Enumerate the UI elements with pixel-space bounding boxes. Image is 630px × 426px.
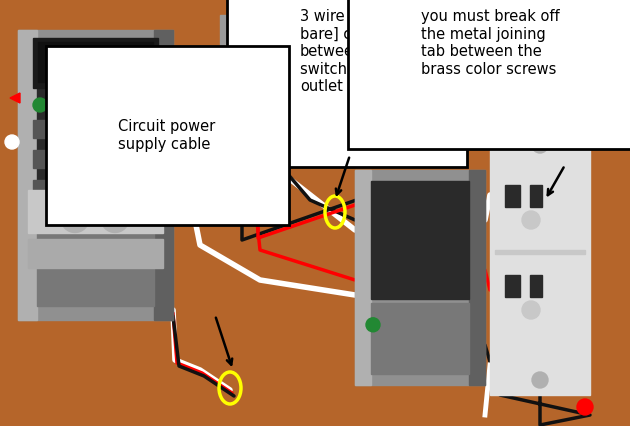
Bar (234, 70, 266, 125)
Bar (18, 30, 37, 320)
Circle shape (522, 301, 540, 319)
Circle shape (241, 186, 259, 204)
Circle shape (101, 204, 129, 233)
Bar (37, 44, 154, 204)
Circle shape (245, 190, 255, 200)
Bar (505, 185, 520, 207)
Bar (37, 210, 154, 305)
Bar (220, 15, 280, 210)
Bar (38, 42, 153, 82)
Circle shape (532, 137, 548, 153)
Circle shape (522, 211, 540, 229)
Bar (33, 150, 158, 168)
Text: you must break off
the metal joining
tab between the
brass color screws: you must break off the metal joining tab… (421, 9, 559, 77)
Text: Circuit power
supply cable: Circuit power supply cable (118, 119, 215, 152)
Bar (469, 170, 485, 385)
Bar (33, 38, 158, 88)
Bar (355, 170, 370, 385)
Bar (370, 181, 469, 299)
Bar (28, 190, 163, 233)
Circle shape (245, 25, 255, 35)
Text: ON: ON (244, 92, 256, 98)
Bar (225, 45, 275, 180)
Bar (154, 30, 173, 320)
Bar (505, 275, 520, 297)
Circle shape (241, 21, 259, 39)
Bar (370, 303, 469, 374)
Bar (530, 185, 542, 207)
Circle shape (577, 399, 593, 415)
Circle shape (532, 372, 548, 388)
Bar (28, 239, 163, 268)
Bar (238, 75, 262, 120)
Bar (490, 130, 590, 395)
Text: 3 wire [plus
bare] cable
between
switch box &
outlet: 3 wire [plus bare] cable between switch … (300, 9, 394, 94)
Circle shape (366, 318, 380, 332)
Circle shape (61, 204, 89, 233)
Bar (18, 30, 173, 320)
Bar (355, 170, 485, 385)
Bar (530, 275, 542, 297)
Circle shape (5, 135, 19, 149)
Bar (495, 250, 585, 254)
Polygon shape (10, 93, 20, 103)
Bar (33, 180, 158, 198)
Circle shape (33, 98, 47, 112)
Bar (33, 120, 158, 138)
